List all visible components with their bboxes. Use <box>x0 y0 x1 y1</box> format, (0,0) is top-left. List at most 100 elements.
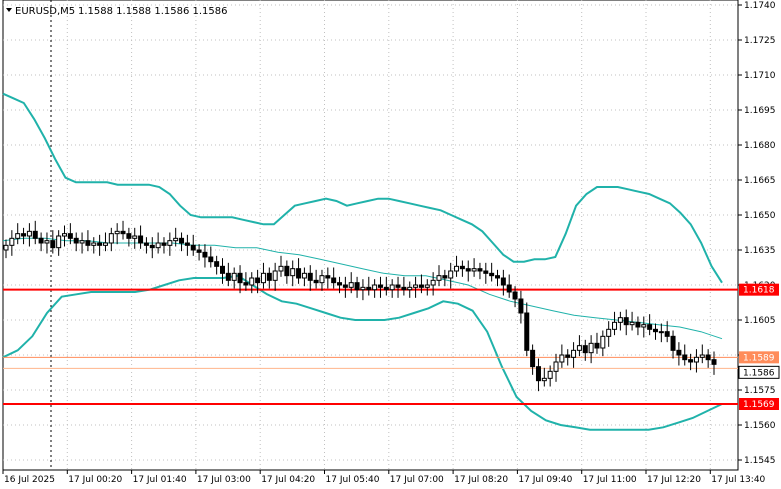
candle <box>73 232 79 252</box>
candle <box>231 267 237 289</box>
candle <box>26 223 32 247</box>
y-tick-label: 1.1725 <box>744 36 776 46</box>
candle <box>565 349 571 366</box>
candle <box>143 237 149 254</box>
candle <box>588 335 594 364</box>
candle <box>260 262 266 289</box>
candle <box>459 260 465 277</box>
candle <box>354 276 360 298</box>
candle <box>56 230 62 256</box>
candle <box>126 227 132 247</box>
level-price-tag <box>739 398 779 410</box>
candle <box>553 353 559 382</box>
candle <box>9 230 15 256</box>
horizontal-levels[interactable] <box>3 288 738 405</box>
bid-price-label: 1.1589 <box>743 353 775 363</box>
candle <box>418 274 424 294</box>
price-axis[interactable]: 1.1740 1.1725 1.1710 1.1695 1.1680 1.1665 1.16… <box>738 1 776 466</box>
candle <box>582 339 588 361</box>
x-tick-label: 17 Jul 09:40 <box>518 475 572 485</box>
upper-band-line <box>2 92 723 284</box>
candle <box>32 220 38 245</box>
candle <box>167 232 173 256</box>
x-tick-label: 17 Jul 07:00 <box>390 475 444 485</box>
lower-band-line <box>2 274 723 431</box>
y-tick-label: 1.1545 <box>744 456 776 466</box>
candle <box>500 269 506 296</box>
candle <box>430 272 436 296</box>
candle <box>413 276 419 298</box>
y-tick-label: 1.1665 <box>744 176 776 186</box>
candle <box>559 344 565 368</box>
candle <box>454 255 460 277</box>
x-tick-label: 17 Jul 13:40 <box>711 475 765 485</box>
symbol-label: EURUSD,M5 <box>15 6 75 17</box>
y-tick-label: 1.1680 <box>744 141 776 151</box>
candle <box>348 272 354 294</box>
level-price-label: 1.1569 <box>743 400 775 410</box>
candle <box>21 227 27 245</box>
candle <box>155 232 161 254</box>
candle <box>512 286 518 308</box>
middle-band-line <box>2 237 723 340</box>
candle <box>319 269 325 291</box>
candle <box>114 223 120 245</box>
candle <box>337 276 343 294</box>
candle <box>693 349 699 373</box>
y-tick-label: 1.1575 <box>744 386 776 396</box>
y-tick-label: 1.1605 <box>744 316 776 326</box>
candle <box>225 262 231 287</box>
candle <box>38 232 44 252</box>
candle <box>97 234 103 256</box>
candle <box>576 335 582 357</box>
candle <box>600 330 606 357</box>
candle <box>477 262 483 280</box>
x-tick-label: 17 Jul 04:20 <box>261 475 315 485</box>
candle <box>401 276 407 296</box>
candle <box>102 232 108 252</box>
candle <box>15 223 21 245</box>
candle <box>138 225 144 249</box>
candle <box>652 323 658 340</box>
chart-header: EURUSD,M5 1.1588 1.1588 1.1586 1.1586 <box>6 6 228 17</box>
candle <box>307 265 313 291</box>
candle <box>629 311 635 331</box>
candle <box>442 269 448 287</box>
candle <box>278 255 284 277</box>
candle <box>594 332 600 354</box>
candle <box>202 244 208 268</box>
candle <box>682 344 688 366</box>
candle <box>184 234 190 256</box>
price-tags: 1.1618 1.1569 1.1589 1.1586 <box>738 283 780 410</box>
candle <box>571 342 577 368</box>
candle <box>219 258 225 284</box>
candle <box>190 234 196 256</box>
dropdown-triangle-icon[interactable] <box>6 8 12 12</box>
candle <box>366 276 372 296</box>
candle <box>296 258 302 284</box>
candle <box>606 321 612 347</box>
candle <box>3 239 9 259</box>
level-price-label: 1.1618 <box>743 286 775 296</box>
candle <box>407 281 413 298</box>
x-tick-label: 16 Jul 2025 <box>4 475 55 485</box>
candle <box>313 269 319 289</box>
candle <box>617 311 623 331</box>
candle <box>495 269 501 287</box>
candles <box>3 220 717 392</box>
candle <box>547 365 553 387</box>
candle <box>50 230 56 254</box>
candle <box>372 279 378 298</box>
level-price-tag <box>739 283 779 296</box>
time-axis[interactable]: 16 Jul 2025 17 Jul 00:20 17 Jul 01:40 17 Ju… <box>2 470 766 485</box>
y-tick-label: 1.1740 <box>744 1 776 11</box>
candle <box>641 316 647 338</box>
candle <box>705 349 711 368</box>
candle <box>658 323 664 343</box>
candle <box>173 227 179 247</box>
candle <box>161 237 167 254</box>
candle <box>108 227 114 252</box>
x-tick-label: 17 Jul 11:00 <box>583 475 637 485</box>
